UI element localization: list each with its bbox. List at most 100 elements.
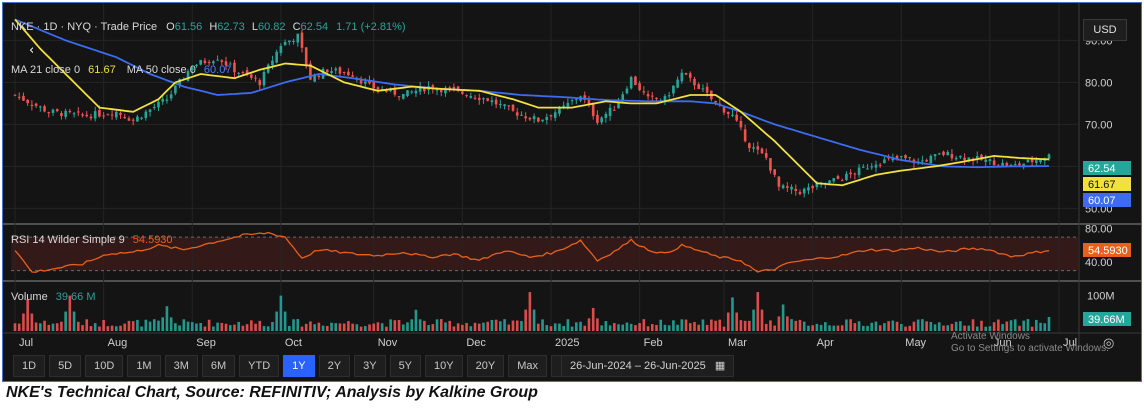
volume-bar [562,325,565,331]
volume-label: Volume [11,291,48,303]
candle-body [317,75,321,77]
candle-body [524,116,527,119]
candle-body [963,157,966,161]
range-button-5y[interactable]: 5Y [389,355,422,377]
date-range-picker[interactable]: 26-Jun-2024 – 26-Jun-2025 ▦ [561,355,735,377]
volume-bar [811,325,814,331]
collapse-chevron-icon[interactable]: ‹ [29,43,34,58]
candle-body [752,147,755,149]
range-button-5d[interactable]: 5D [49,355,82,377]
volume-bar [452,326,456,331]
candle-body [93,111,97,119]
high-label: H [209,21,217,33]
volume-bar [152,319,156,331]
volume-bar [904,326,907,331]
volume-bar [718,319,722,331]
candle-body [342,72,346,74]
candle-body [161,99,165,102]
volume-bar [777,316,781,331]
candle-body [326,69,329,73]
candle-body [933,154,937,157]
candle-body [359,78,363,84]
range-button-3y[interactable]: 3Y [354,355,386,377]
currency-selector[interactable]: USD [1083,19,1127,41]
volume-bar [347,321,350,331]
volume-bar [114,326,118,331]
volume-bar [26,299,29,331]
candle-body [866,168,869,170]
volume-bar [507,324,511,331]
candle-body [764,153,768,158]
range-button-20y[interactable]: 20Y [466,355,505,377]
volume-bar [532,309,536,331]
range-button-1d[interactable]: 1D [13,355,46,377]
candle-body [735,114,738,121]
x-tick-label: Jul [19,337,33,349]
chart-canvas[interactable]: Jul Aug Sep Oct Nov Dec 2025 Feb Mar Apr May Jun Jul… [3,3,1141,381]
candle-body [807,187,810,191]
candle-body [456,86,460,90]
settings-gear-icon[interactable]: ◎ [1103,336,1114,351]
volume-bar [617,324,620,331]
volume-bar [575,322,578,331]
volume-bar [245,324,249,331]
range-button-6m[interactable]: 6M [201,355,236,377]
x-tick-label: Dec [466,337,486,349]
volume-bar [199,322,203,331]
range-button-3m[interactable]: 3M [164,355,198,377]
ma-legend[interactable]: MA 21 close 0 61.67 MA 50 close 0 60.07 [11,64,231,76]
volume-bar [93,323,97,331]
range-button-1y[interactable]: 1Y [283,355,315,377]
candle-body [266,64,270,73]
volume-bar [988,326,992,331]
volume-legend[interactable]: Volume 39.66 M [11,291,96,303]
candle-body [828,180,831,183]
volume-bar [1043,323,1047,331]
candle-body [157,101,160,108]
candle-body [254,77,257,79]
volume-bar [389,319,392,331]
candle-body [942,151,945,156]
range-button-2y[interactable]: 2Y [318,355,351,377]
range-button-max[interactable]: Max [508,355,547,377]
volume-bar [309,321,312,331]
candle-body [212,61,215,64]
volume-bar [266,326,270,331]
candle-body [72,113,76,115]
volume-bar [81,325,84,331]
candle-body [1001,162,1004,166]
volume-bar [929,322,933,331]
volume-bar [553,323,557,331]
candle-body [334,68,338,71]
candle-body [596,114,599,123]
ma50-value: 60.07 [204,64,232,76]
candle-body [43,106,46,112]
candle-body [672,85,675,94]
range-button-10d[interactable]: 10D [85,355,124,377]
volume-bar [752,309,755,331]
windows-watermark: Activate Windows Go to Settings to activ… [951,331,1109,355]
candle-body [250,74,253,78]
x-tick-label: Mar [728,337,747,349]
candle-body [697,84,701,90]
volume-bar [524,309,527,331]
range-button-10y[interactable]: 10Y [425,355,463,377]
volume-bar [710,319,713,331]
ma50-line [14,18,1049,169]
volume-bar [980,320,983,331]
candle-body [448,87,452,89]
volume-bar [22,313,25,331]
change-value: 1.71 (+2.81%) [336,21,405,33]
candle-body [195,64,198,67]
candle-body [507,105,511,107]
candle-body [604,113,608,118]
volume-bar [566,319,570,331]
volume-bar [207,319,211,331]
range-button-ytd[interactable]: YTD [239,355,280,377]
range-button-1m[interactable]: 1M [127,355,161,377]
rsi-legend[interactable]: RSI 14 Wilder Simple 9 54.5930 [11,234,173,246]
volume-bar [169,317,173,331]
candle-body [663,96,667,103]
candle-body [444,87,447,94]
candle-body [190,67,194,71]
